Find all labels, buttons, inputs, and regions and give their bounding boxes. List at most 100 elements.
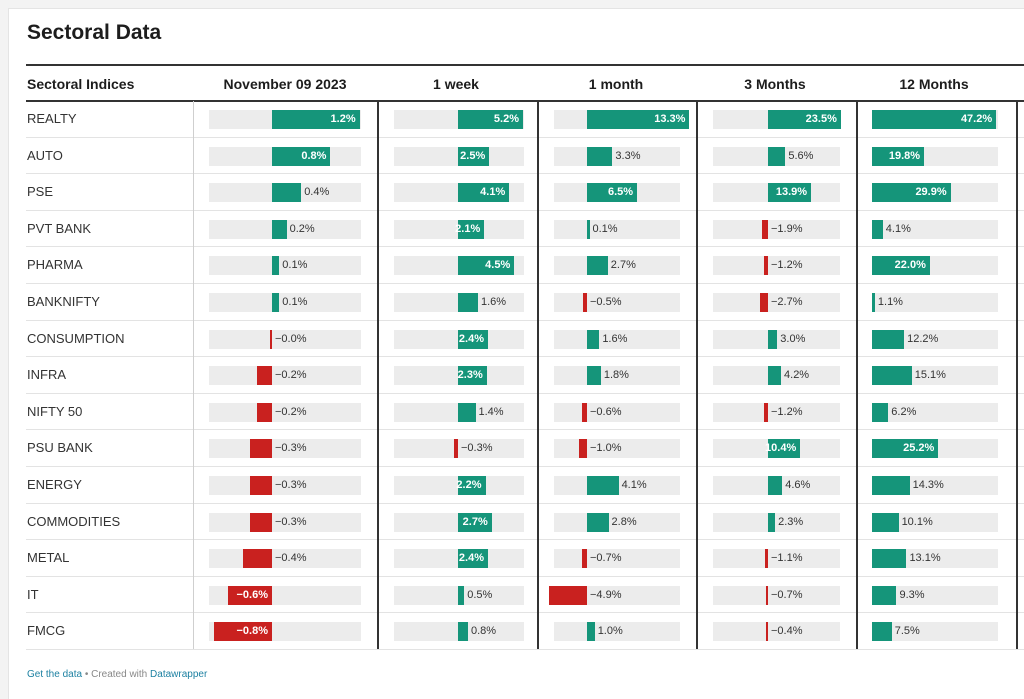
- footer-separator: • Created with: [82, 669, 151, 680]
- value-bar: [768, 329, 778, 349]
- value-label: 6.2%: [891, 405, 917, 418]
- value-bar: [764, 402, 768, 422]
- title-rule: [26, 64, 1024, 66]
- bar-track: 1.4%: [394, 402, 524, 422]
- bar-track: 4.6%: [713, 476, 840, 495]
- value-label: 2.3%: [778, 515, 804, 528]
- value-bar: [764, 256, 768, 276]
- value-bar: [768, 476, 783, 495]
- sector-name: FMCG: [27, 623, 66, 639]
- value-bar: [765, 585, 768, 605]
- value-label: 5.2%: [493, 113, 519, 125]
- value-bar: [872, 219, 883, 239]
- get-data-link[interactable]: Get the data: [27, 669, 83, 680]
- bar-track: 4.1%: [872, 219, 998, 239]
- bar-track: −0.6%: [209, 585, 361, 605]
- value-label: −0.4%: [771, 625, 803, 638]
- value-label: 2.5%: [460, 149, 486, 162]
- value-label: −0.8%: [236, 625, 269, 638]
- bar-track: −0.8%: [209, 622, 361, 642]
- row-divider: [26, 648, 1024, 650]
- value-bar: [768, 366, 782, 386]
- value-bar: [872, 585, 897, 605]
- column-divider: [537, 101, 539, 649]
- value-bar: [458, 402, 476, 422]
- row-divider: [26, 465, 1024, 467]
- bar-track: −1.2%: [713, 256, 840, 276]
- sector-name: METAL: [27, 550, 70, 566]
- sector-name: BANKNIFTY: [27, 294, 100, 309]
- bar-track: 2.8%: [554, 512, 680, 532]
- bar-track: −0.3%: [209, 476, 361, 495]
- value-bar: [762, 219, 768, 239]
- bar-track: 0.4%: [209, 183, 361, 203]
- bar-track: 3.0%: [713, 329, 840, 349]
- value-label: 25.2%: [903, 442, 935, 455]
- value-label: 9.3%: [899, 588, 925, 601]
- value-label: 2.2%: [456, 479, 482, 491]
- value-bar: [250, 476, 272, 495]
- value-bar: [458, 549, 488, 569]
- value-label: −2.7%: [771, 296, 803, 308]
- value-bar: [269, 329, 272, 349]
- value-label: 4.5%: [485, 259, 511, 272]
- chart-card: Sectoral Data Sectoral Indices November …: [8, 8, 1024, 699]
- value-bar: [458, 293, 478, 312]
- value-label: 23.5%: [805, 113, 837, 125]
- value-label: −0.2%: [275, 369, 307, 382]
- value-bar: [272, 146, 331, 166]
- bar-track: 22.0%: [872, 256, 998, 276]
- value-label: 6.5%: [607, 186, 634, 199]
- value-label: −1.2%: [771, 259, 803, 272]
- value-bar: [587, 622, 595, 642]
- bar-track: 2.3%: [394, 366, 524, 386]
- value-bar: [257, 402, 272, 422]
- value-bar: [458, 256, 515, 276]
- datawrapper-link[interactable]: Datawrapper: [150, 669, 208, 680]
- bar-track: 23.5%: [713, 110, 841, 129]
- sector-name: PSU BANK: [27, 440, 93, 456]
- value-label: 22.0%: [894, 259, 926, 272]
- value-label: 14.3%: [912, 479, 944, 491]
- bar-track: 7.5%: [872, 622, 998, 642]
- value-bar: [458, 585, 465, 605]
- bar-track: 14.3%: [872, 476, 998, 495]
- column-divider: [856, 101, 858, 649]
- value-bar: [768, 110, 841, 129]
- value-label: 4.1%: [621, 479, 647, 491]
- table-row: PVT BANK 0.2% 2.1% 0.1% −1.9% 4.1%: [9, 211, 1024, 248]
- value-label: 1.1%: [877, 296, 903, 308]
- bar-track: 13.1%: [872, 549, 998, 569]
- value-bar: [872, 110, 997, 129]
- value-label: −0.7%: [590, 552, 622, 565]
- value-label: 2.4%: [458, 332, 484, 345]
- value-label: 29.9%: [915, 186, 947, 199]
- value-bar: [759, 293, 768, 312]
- bar-track: 1.6%: [394, 293, 524, 312]
- value-label: −0.6%: [590, 405, 622, 418]
- row-divider: [26, 136, 1024, 138]
- value-label: 2.7%: [610, 259, 636, 272]
- row-divider: [26, 392, 1024, 394]
- row-divider: [26, 429, 1024, 431]
- table-row: ENERGY −0.3% 2.2% 4.1% 4.6% 14.3%: [9, 467, 1024, 504]
- sector-name: CONSUMPTION: [27, 330, 125, 346]
- bar-track: 5.6%: [713, 146, 840, 166]
- value-bar: [458, 110, 523, 129]
- row-divider: [26, 282, 1024, 284]
- value-bar: [872, 183, 951, 203]
- value-label: 3.3%: [615, 149, 641, 162]
- bar-track: 19.8%: [872, 146, 998, 166]
- column-divider: [193, 101, 194, 649]
- table-row: IT −0.6% 0.5% −4.9% −0.7% 9.3%: [9, 577, 1024, 614]
- column-header-day: November 09 2023: [223, 76, 347, 92]
- value-bar: [458, 366, 487, 386]
- bar-track: 2.7%: [394, 512, 524, 532]
- row-divider: [26, 246, 1024, 248]
- value-bar: [242, 549, 272, 569]
- value-label: 1.8%: [603, 369, 629, 382]
- value-bar: [587, 329, 600, 349]
- value-label: −0.3%: [275, 442, 307, 455]
- row-divider: [26, 173, 1024, 175]
- value-label: −0.3%: [275, 479, 307, 491]
